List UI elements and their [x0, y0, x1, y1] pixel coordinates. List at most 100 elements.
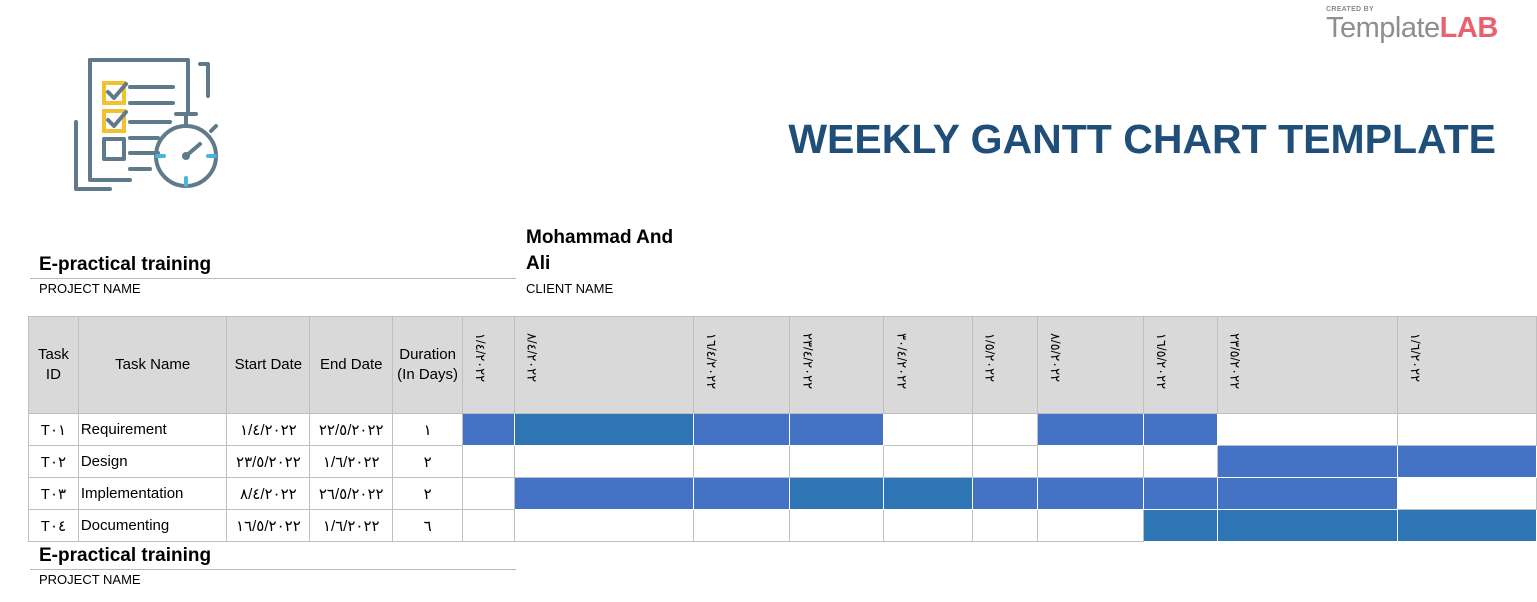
- gantt-bar-cell: [971, 477, 1039, 510]
- start-date-cell: ١/٤/٢٠٢٢: [226, 413, 311, 446]
- week-header: ٢٣/٥/٢٠٢٢: [1216, 316, 1399, 414]
- gantt-empty-cell: [693, 509, 791, 542]
- start-date-cell: ٨/٤/٢٠٢٢: [226, 477, 311, 510]
- header-task-name: Task Name: [77, 316, 228, 414]
- end-date-cell: ٢٦/٥/٢٠٢٢: [309, 477, 394, 510]
- header-duration: Duration (In Days): [392, 316, 464, 414]
- gantt-bar-cell: [693, 413, 791, 446]
- gantt-bar-cell: [1397, 509, 1537, 542]
- footer-project-name-divider: [30, 569, 516, 570]
- gantt-empty-cell: [462, 477, 515, 510]
- duration-cell: ٢: [392, 477, 464, 510]
- gantt-empty-cell: [883, 413, 973, 446]
- client-name-label: CLIENT NAME: [526, 281, 614, 296]
- task-name-cell: Implementation: [77, 477, 228, 510]
- duration-cell: ١: [392, 413, 464, 446]
- week-header: ٨/٥/٢٠٢٢: [1037, 316, 1145, 414]
- task-name-cell: Documenting: [77, 509, 228, 542]
- week-header: ١/٦/٢٠٢٢: [1397, 316, 1537, 414]
- gantt-bar-cell: [1143, 509, 1218, 542]
- client-name-value: Mohammad And Ali: [526, 227, 674, 274]
- week-date-label: ٢٣/٤/٢٠٢٢: [800, 333, 816, 390]
- week-date-label: ٣٠/٤/٢٠٢٢: [894, 333, 910, 390]
- header-start-date: Start Date: [226, 316, 311, 414]
- project-name-divider: [30, 278, 516, 279]
- gantt-empty-cell: [971, 413, 1039, 446]
- gantt-empty-cell: [883, 445, 973, 478]
- project-name-value: E-practical training: [39, 254, 212, 275]
- end-date-cell: ١/٦/٢٠٢٢: [309, 445, 394, 478]
- gantt-bar-cell: [1216, 445, 1399, 478]
- header-task-id: Task ID: [28, 316, 79, 414]
- week-date-label: ٨/٥/٢٠٢٢: [1048, 333, 1064, 383]
- gantt-empty-cell: [1143, 445, 1218, 478]
- gantt-bar-cell: [1397, 445, 1537, 478]
- week-header: ٨/٤/٢٠٢٢: [513, 316, 695, 414]
- week-date-label: ٢٣/٥/٢٠٢٢: [1227, 333, 1243, 390]
- gantt-bar-cell: [462, 413, 515, 446]
- gantt-empty-cell: [883, 509, 973, 542]
- gantt-empty-cell: [971, 445, 1039, 478]
- task-name-cell: Requirement: [77, 413, 228, 446]
- gantt-bar-cell: [693, 477, 791, 510]
- gantt-empty-cell: [513, 509, 695, 542]
- week-date-label: ١٦/٥/٢٠٢٢: [1154, 333, 1170, 390]
- gantt-empty-cell: [1037, 445, 1145, 478]
- end-date-cell: ٢٢/٥/٢٠٢٢: [309, 413, 394, 446]
- project-name-label: PROJECT NAME: [39, 281, 141, 296]
- gantt-bar-cell: [1216, 477, 1399, 510]
- gantt-bar-cell: [883, 477, 973, 510]
- week-date-label: ١٦/٤/٢٠٢٢: [704, 333, 720, 390]
- task-name-cell: Design: [77, 445, 228, 478]
- gantt-empty-cell: [1397, 477, 1537, 510]
- gantt-table: Task ID Task Name Start Date End Date Du…: [28, 316, 1537, 542]
- week-header: ٢٣/٤/٢٠٢٢: [789, 316, 885, 414]
- week-header: ١٦/٤/٢٠٢٢: [693, 316, 791, 414]
- gantt-empty-cell: [789, 445, 885, 478]
- week-header: ١/٤/٢٠٢٢: [462, 316, 515, 414]
- gantt-empty-cell: [693, 445, 791, 478]
- gantt-bar-cell: [513, 413, 695, 446]
- week-header: ١٦/٥/٢٠٢٢: [1143, 316, 1218, 414]
- week-header: ٣٠/٤/٢٠٢٢: [883, 316, 973, 414]
- task-id-cell: T٠٣: [28, 477, 79, 510]
- week-date-label: ١/٤/٢٠٢٢: [473, 333, 489, 383]
- gantt-bar-cell: [1143, 413, 1218, 446]
- task-id-cell: T٠١: [28, 413, 79, 446]
- table-row: T٠٣ Implementation ٨/٤/٢٠٢٢ ٢٦/٥/٢٠٢٢ ٢: [28, 477, 1537, 510]
- gantt-bar-cell: [789, 413, 885, 446]
- gantt-empty-cell: [513, 445, 695, 478]
- table-row: T٠١ Requirement ١/٤/٢٠٢٢ ٢٢/٥/٢٠٢٢ ١: [28, 413, 1537, 446]
- duration-cell: ٢: [392, 445, 464, 478]
- week-date-label: ٨/٤/٢٠٢٢: [524, 333, 540, 383]
- brand-name-part2: LAB: [1439, 12, 1499, 44]
- page-title: WEEKLY GANTT CHART TEMPLATE: [788, 116, 1496, 162]
- week-header: ١/٥/٢٠٢٢: [971, 316, 1039, 414]
- gantt-bar-cell: [1216, 509, 1399, 542]
- end-date-cell: ١/٦/٢٠٢٢: [309, 509, 394, 542]
- header-end-date: End Date: [309, 316, 394, 414]
- gantt-bar-cell: [789, 477, 885, 510]
- checklist-stopwatch-icon: [70, 52, 230, 197]
- gantt-header-row: Task ID Task Name Start Date End Date Du…: [28, 316, 1537, 414]
- gantt-body: T٠١ Requirement ١/٤/٢٠٢٢ ٢٢/٥/٢٠٢٢ ١ T٠٢ Desig…: [28, 413, 1537, 542]
- week-date-label: ١/٥/٢٠٢٢: [982, 333, 998, 383]
- task-id-cell: T٠٢: [28, 445, 79, 478]
- brand-name-part1: Template: [1326, 12, 1440, 44]
- gantt-bar-cell: [1037, 477, 1145, 510]
- footer-project-name-label: PROJECT NAME: [39, 572, 141, 587]
- start-date-cell: ٢٣/٥/٢٠٢٢: [226, 445, 311, 478]
- gantt-bar-cell: [513, 477, 695, 510]
- start-date-cell: ١٦/٥/٢٠٢٢: [226, 509, 311, 542]
- templatelab-logo: CREATED BY TemplateLAB: [1326, 6, 1516, 44]
- gantt-empty-cell: [971, 509, 1039, 542]
- gantt-empty-cell: [1216, 413, 1399, 446]
- task-id-cell: T٠٤: [28, 509, 79, 542]
- gantt-empty-cell: [462, 509, 515, 542]
- gantt-empty-cell: [789, 509, 885, 542]
- footer-project-name-value: E-practical training: [39, 545, 212, 566]
- table-row: T٠٢ Design ٢٣/٥/٢٠٢٢ ١/٦/٢٠٢٢ ٢: [28, 445, 1537, 478]
- gantt-empty-cell: [1037, 509, 1145, 542]
- gantt-bar-cell: [1143, 477, 1218, 510]
- duration-cell: ٦: [392, 509, 464, 542]
